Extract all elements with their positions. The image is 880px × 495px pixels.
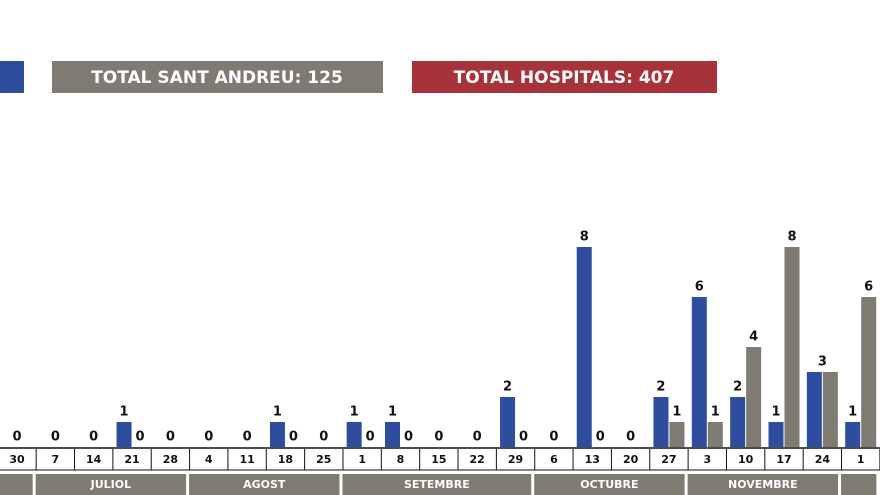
legend-label: TOTAL SANT ANDREU: 125 [91, 68, 343, 88]
month-label: SETEMBRE [404, 478, 470, 491]
bar [346, 422, 362, 447]
x-tick-label: 21 [124, 453, 139, 466]
x-tick-label: 1 [358, 453, 366, 466]
value-label: 2 [733, 380, 742, 395]
x-tick-label: 6 [550, 453, 558, 466]
value-label: 1 [771, 405, 780, 420]
month-band [841, 474, 877, 495]
value-label: 0 [549, 430, 558, 445]
value-label: 0 [319, 430, 328, 445]
value-label: 1 [350, 405, 359, 420]
x-tick-label: 25 [316, 453, 331, 466]
month-label: NOVEMBRE [728, 478, 798, 491]
value-label: 3 [818, 355, 827, 370]
month-label: AGOST [243, 478, 286, 491]
x-tick-label: 7 [52, 453, 60, 466]
bar [691, 297, 707, 447]
x-tick-label: 27 [661, 453, 676, 466]
x-tick-label: 24 [815, 453, 831, 466]
month-band [534, 474, 685, 495]
value-label: 0 [204, 430, 213, 445]
value-label: 1 [711, 405, 720, 420]
bar [861, 297, 877, 447]
value-label: 0 [136, 430, 145, 445]
bar [669, 422, 685, 447]
bar [707, 422, 723, 447]
value-label: 0 [404, 430, 413, 445]
value-label: 1 [388, 405, 397, 420]
x-tick-label: 30 [9, 453, 25, 466]
bar [845, 422, 861, 447]
legend-label: TOTAL HOSPITALS: 407 [454, 68, 675, 88]
x-tick-label: 10 [738, 453, 754, 466]
value-label: 0 [89, 430, 98, 445]
bar [576, 247, 592, 447]
bar [730, 397, 746, 447]
value-label: 0 [519, 430, 528, 445]
bar [746, 347, 762, 447]
value-label: 6 [695, 280, 704, 295]
bar [784, 247, 800, 447]
bar [269, 422, 285, 447]
bar [116, 422, 132, 447]
value-label: 0 [12, 430, 21, 445]
value-label: 8 [580, 230, 589, 245]
x-tick-label: 4 [205, 453, 213, 466]
bar [385, 422, 400, 447]
value-label: 0 [166, 430, 175, 445]
x-tick-label: 8 [397, 453, 405, 466]
legend-box [52, 61, 383, 93]
value-label: 1 [672, 405, 681, 420]
value-label: 1 [273, 405, 282, 420]
value-label: 0 [366, 430, 375, 445]
month-band [189, 474, 340, 495]
x-tick-label: 11 [239, 453, 254, 466]
bar [806, 372, 822, 447]
bar [500, 397, 516, 447]
value-label: 2 [503, 380, 512, 395]
value-label: 1 [120, 405, 129, 420]
month-label: OCTUBRE [580, 478, 638, 491]
value-label: 0 [626, 430, 635, 445]
x-tick-label: 20 [623, 453, 639, 466]
value-label: 0 [243, 430, 252, 445]
month-band [35, 474, 187, 495]
value-label: 2 [656, 380, 665, 395]
value-label: 0 [51, 430, 60, 445]
value-label: 0 [289, 430, 298, 445]
x-tick-label: 15 [431, 453, 446, 466]
x-tick-label: 28 [163, 453, 178, 466]
x-tick-label: 1 [857, 453, 865, 466]
value-label: 0 [473, 430, 482, 445]
x-tick-label: 18 [278, 453, 293, 466]
month-band [687, 474, 839, 495]
value-label: 4 [749, 330, 758, 345]
bar [653, 397, 669, 447]
value-label: 0 [596, 430, 605, 445]
month-label: JULIOL [90, 478, 132, 491]
x-tick-label: 22 [470, 453, 485, 466]
value-label: 6 [864, 280, 873, 295]
x-tick-label: 17 [776, 453, 791, 466]
bar [768, 422, 784, 447]
value-label: 0 [434, 430, 443, 445]
legend-swatch [0, 61, 24, 93]
bar [822, 372, 838, 447]
value-label: 8 [787, 230, 796, 245]
value-label: 1 [848, 405, 857, 420]
x-tick-label: 14 [86, 453, 102, 466]
x-tick-label: 3 [703, 453, 711, 466]
month-band [342, 474, 532, 495]
x-tick-label: 29 [508, 453, 523, 466]
legend-box [412, 61, 717, 93]
month-band [0, 474, 33, 495]
x-tick-label: 13 [585, 453, 600, 466]
